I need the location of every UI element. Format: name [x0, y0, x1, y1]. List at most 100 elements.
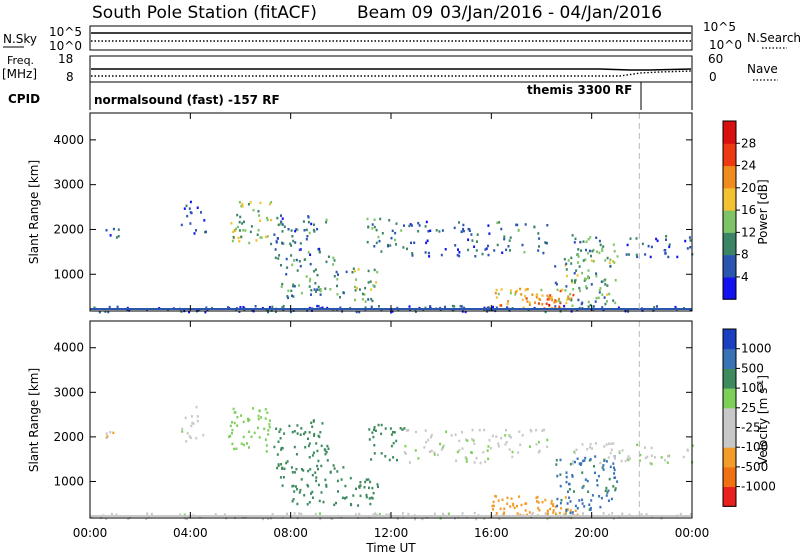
power-cell [591, 249, 594, 253]
velocity-cell [475, 517, 478, 521]
power-cell [274, 310, 277, 313]
velocity-cell [293, 430, 296, 433]
velocity-cell [455, 459, 458, 462]
velocity-cell [571, 460, 574, 463]
velocity-cell [500, 436, 503, 440]
power-cell [319, 289, 322, 293]
power-cell [589, 236, 592, 239]
power-cell [268, 306, 271, 309]
velocity-cell [494, 494, 497, 498]
power-cell [564, 264, 567, 267]
power-cell [361, 292, 364, 296]
velocity-cell [190, 415, 193, 418]
velocity-cell [350, 503, 353, 507]
power-cell [424, 251, 427, 254]
power-cell [606, 284, 609, 287]
velocity-cell [650, 454, 653, 457]
power-cell [580, 249, 582, 252]
velocity-cell [499, 507, 502, 510]
power-cell [406, 247, 408, 251]
station-title: South Pole Station (fitACF) [92, 3, 317, 23]
power-cell [318, 288, 321, 292]
power-cell [238, 229, 241, 232]
power-cell [268, 202, 271, 206]
velocity-cell [264, 438, 267, 441]
power-cell [538, 237, 541, 240]
velocity-cell [189, 436, 192, 440]
velocity-cell [466, 439, 469, 442]
velocity-cell [317, 459, 320, 463]
power-cell [509, 249, 511, 252]
power-cell [351, 271, 354, 274]
velocity-cell [306, 503, 309, 506]
velocity-cell [395, 439, 398, 443]
velocity-cell [509, 436, 512, 439]
power-cell [628, 253, 630, 256]
velocity-cell [508, 448, 511, 451]
power-cell [287, 289, 290, 293]
power-cell [291, 235, 294, 238]
velocity-cell [560, 498, 563, 502]
power-cell [280, 264, 282, 267]
power-cell [295, 258, 298, 262]
beam-label: Beam 09 [357, 3, 433, 23]
velocity-cell [602, 512, 605, 515]
velocity-cell [295, 453, 298, 456]
velocity-cell [645, 513, 648, 516]
velocity-cell [91, 515, 94, 519]
velocity-cell [458, 449, 461, 452]
power-cell [597, 296, 600, 300]
velocity-cell [271, 512, 274, 516]
velocity-colorbar-label: -25 [741, 421, 761, 435]
power-cell [665, 238, 667, 241]
velocity-cell [686, 448, 689, 452]
power-cell [444, 305, 446, 309]
velocity-cell [541, 429, 544, 432]
velocity-cell [344, 497, 346, 500]
velocity-cell [373, 452, 376, 455]
power-cell [565, 285, 568, 288]
power-colorbar-label: 20 [741, 181, 756, 195]
power-cell [200, 211, 202, 214]
velocity-cell [109, 430, 112, 434]
velocity-cell [223, 513, 226, 516]
velocity-cell [256, 426, 259, 430]
power-cell [117, 228, 120, 231]
velocity-cell [265, 444, 268, 447]
velocity-cell [535, 443, 538, 446]
x-tick-label: 16:00 [474, 526, 509, 540]
power-cell [460, 305, 463, 308]
nsky-panel-frame [89, 25, 693, 51]
power-cell [375, 241, 378, 245]
power-cell [641, 242, 644, 246]
power-cell [325, 221, 328, 224]
velocity-cell [315, 442, 318, 445]
power-cell [574, 237, 577, 241]
power-cell [453, 305, 456, 308]
velocity-cell [440, 448, 443, 451]
velocity-cell [267, 429, 270, 432]
power-cell [655, 237, 658, 241]
power-cell [319, 293, 322, 296]
freq-unit: [MHz] [2, 67, 37, 81]
power-cell [342, 291, 345, 295]
power-cell [596, 250, 598, 253]
velocity-cell [613, 466, 615, 469]
power-cell [252, 208, 255, 212]
power-y-axis: 1000 2000 3000 4000 [53, 133, 692, 281]
power-cell [566, 274, 568, 278]
velocity-cell [335, 501, 337, 505]
power-cell [486, 306, 489, 310]
power-cell [541, 294, 544, 297]
power-cell [270, 242, 273, 246]
power-cell [189, 222, 192, 225]
power-cell [373, 268, 376, 272]
power-cell [468, 229, 471, 232]
velocity-cell [279, 428, 282, 431]
velocity-cell [603, 458, 606, 462]
power-cell [525, 297, 528, 300]
power-cell [492, 305, 494, 309]
power-cell [309, 277, 312, 281]
power-cell [516, 223, 519, 227]
power-cell [599, 243, 602, 247]
